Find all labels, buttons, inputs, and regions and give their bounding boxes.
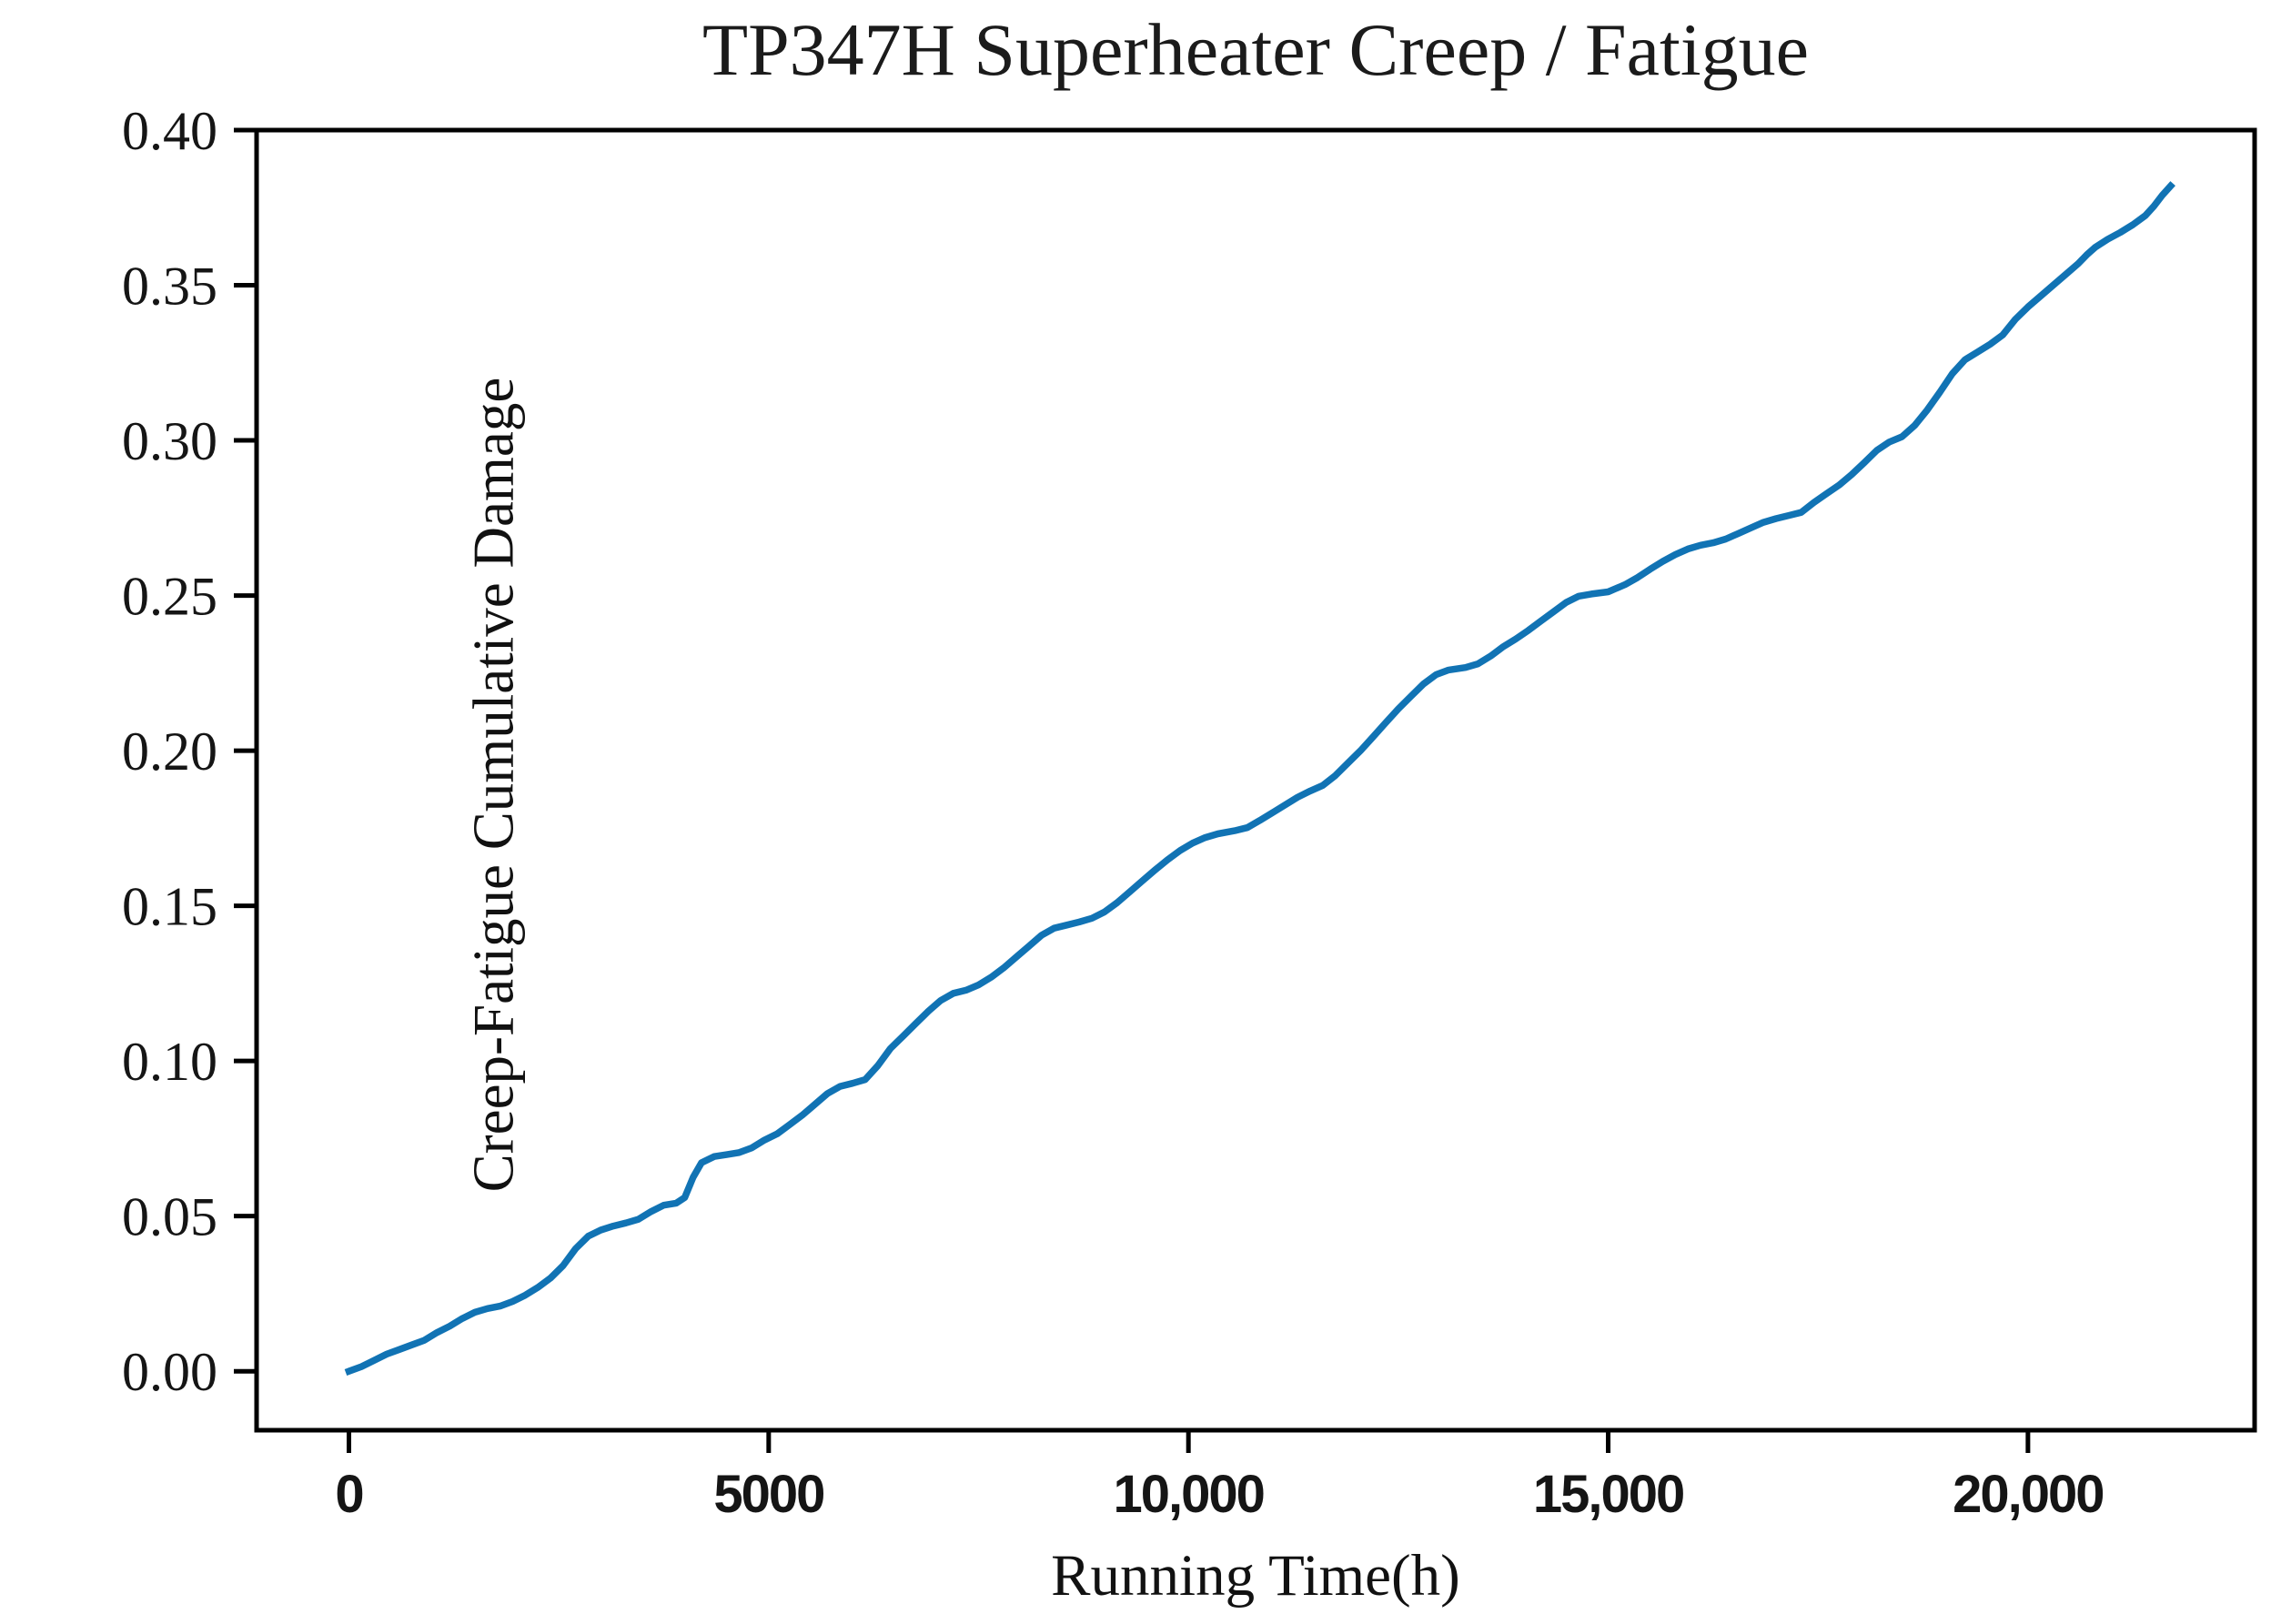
damage-curve-line: [344, 181, 2175, 1377]
y-tick-label: 0.10: [122, 1032, 217, 1092]
y-tick-label: 0.35: [122, 257, 217, 317]
y-tick-label: 0.05: [122, 1187, 217, 1247]
x-tick-label: 0: [335, 1465, 362, 1524]
y-tick-label: 0.00: [122, 1342, 217, 1402]
y-tick-label: 0.15: [122, 877, 217, 937]
y-tick-label: 0.40: [122, 101, 217, 161]
y-tick-label: 0.30: [122, 411, 217, 471]
x-tick-label: 10,000: [1113, 1465, 1263, 1524]
x-axis-label: Running Time(h): [1051, 1543, 1460, 1609]
x-tick-label: 20,000: [1953, 1465, 2103, 1524]
x-tick-label: 15,000: [1533, 1465, 1683, 1524]
plot-frame: [254, 127, 2257, 1433]
chart-title: TP347H Superheater Creep / Fatigue: [701, 8, 1810, 91]
y-tick-label: 0.25: [122, 567, 217, 627]
x-tick-label: 5000: [713, 1465, 823, 1524]
y-tick-label: 0.20: [122, 721, 217, 782]
